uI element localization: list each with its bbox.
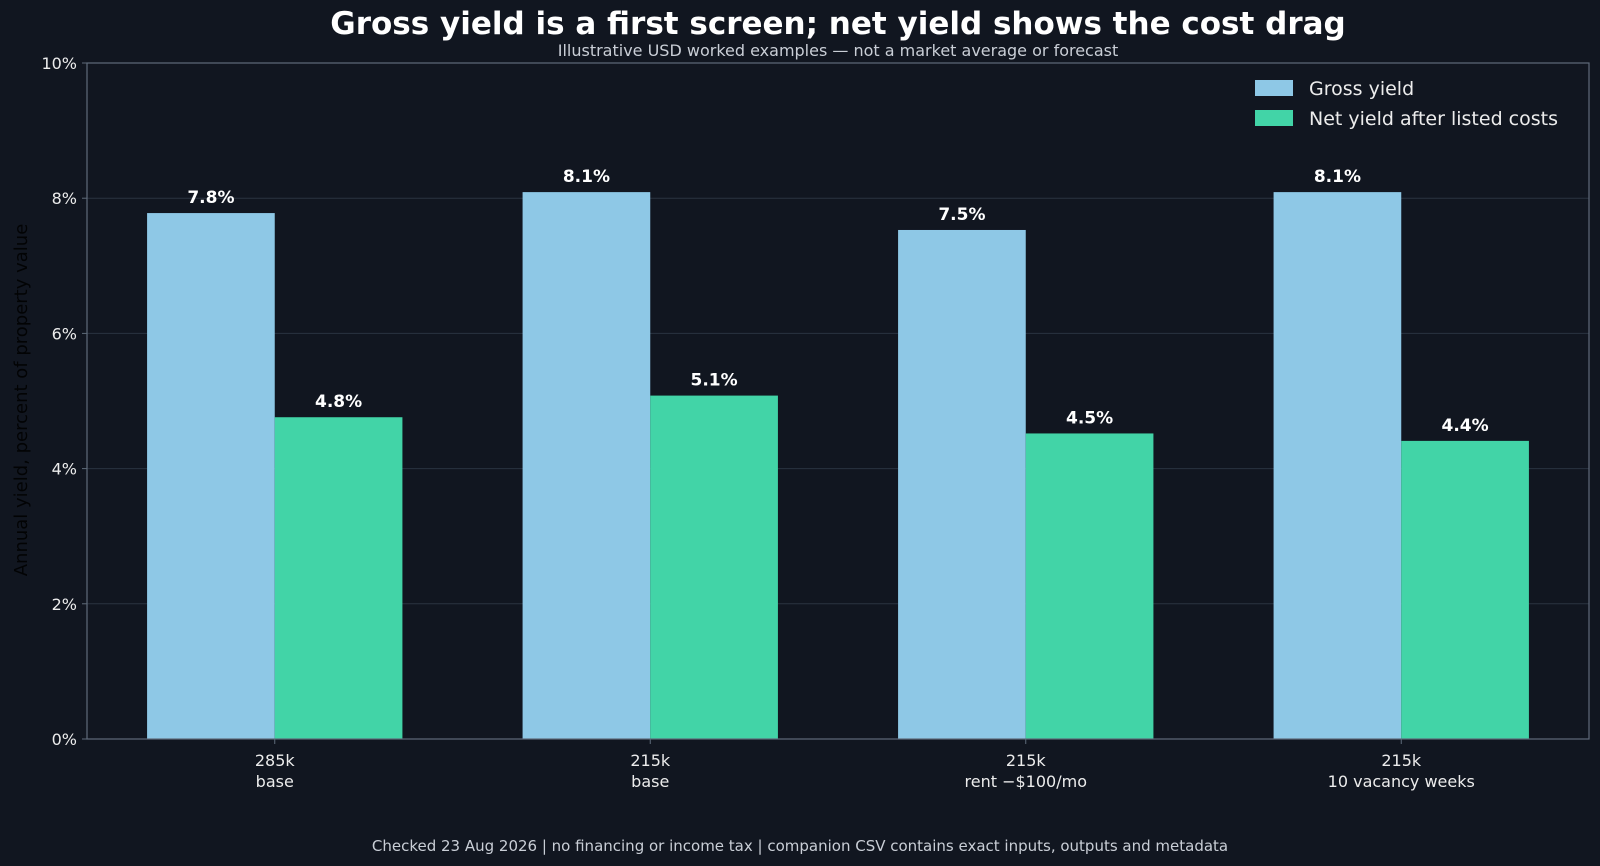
x-tick-label-line1: 215k (1381, 751, 1422, 770)
x-tick-label-line2: 10 vacancy weeks (1328, 772, 1475, 791)
y-axis-ticks: 0% 2% 4% 6% 8% 10% (41, 54, 87, 749)
y-tick-label: 4% (52, 460, 77, 479)
bar-gross-yield (898, 229, 1026, 740)
bar-net-yield (1025, 433, 1154, 739)
y-axis-label: Annual yield, percent of property value (11, 224, 32, 577)
plot-area: 0% 2% 4% 6% 8% 10% 285k base 215k base 215k rent −… (41, 54, 1590, 791)
data-label-net: 4.8% (315, 392, 362, 412)
bar-net-yield (274, 417, 403, 739)
data-label-net: 4.5% (1066, 408, 1113, 428)
x-axis-ticks: 285k base 215k base 215k rent −$100/mo 215k 10 … (255, 739, 1475, 791)
legend-label-gross: Gross yield (1309, 78, 1414, 100)
y-tick-label: 8% (52, 189, 77, 208)
x-tick-label-line2: base (631, 772, 669, 791)
bar-net-yield (1401, 440, 1529, 739)
bars (147, 192, 1529, 740)
bar-gross-yield (147, 213, 275, 739)
data-label-gross: 7.5% (938, 205, 985, 225)
y-tick-label: 0% (52, 730, 77, 749)
footer-note: Checked 23 Aug 2026 | no financing or in… (372, 837, 1228, 855)
x-tick-label-line1: 215k (630, 751, 671, 770)
y-tick-label: 2% (52, 595, 77, 614)
chart-title: Gross yield is a first screen; net yield… (330, 6, 1345, 42)
x-tick-label-line1: 285k (255, 751, 296, 770)
plot-frame (86, 62, 1590, 740)
bar-gross-yield (522, 192, 651, 740)
legend-label-net: Net yield after listed costs (1309, 108, 1558, 130)
data-labels: 7.8% 4.8% 8.1% 5.1% 7.5% 4.5% 8.1% 4.4% (187, 167, 1488, 436)
data-label-net: 5.1% (691, 371, 738, 391)
x-tick-label-line2: rent −$100/mo (965, 772, 1087, 791)
data-label-net: 4.4% (1442, 416, 1489, 436)
legend: Gross yield Net yield after listed costs (1255, 78, 1558, 130)
data-label-gross: 8.1% (1314, 167, 1361, 187)
x-tick-label-line1: 215k (1006, 751, 1047, 770)
data-label-gross: 8.1% (563, 167, 610, 187)
y-tick-label: 10% (41, 54, 77, 73)
data-label-gross: 7.8% (187, 188, 234, 208)
x-tick-label-line2: base (256, 772, 294, 791)
chart-subtitle: Illustrative USD worked examples — not a… (558, 41, 1119, 60)
y-tick-label: 6% (52, 324, 77, 343)
bar-net-yield (650, 395, 778, 739)
bar-gross-yield (1273, 192, 1402, 740)
legend-swatch-gross (1255, 80, 1293, 96)
legend-swatch-net (1255, 110, 1293, 126)
